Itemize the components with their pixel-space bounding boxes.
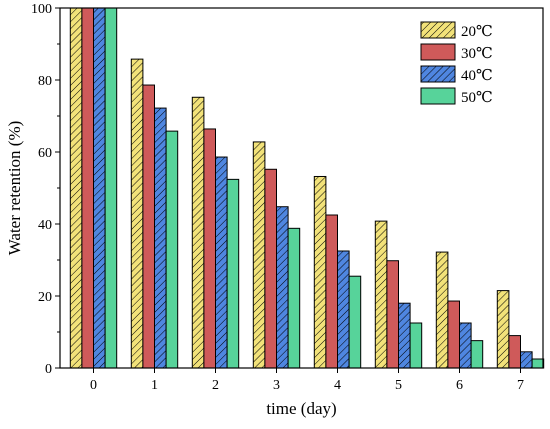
bar-day6-series2 [447,300,460,369]
bar-day1-series4 [165,130,179,369]
bar-day3-series4 [287,227,301,369]
bars-layer [69,7,545,369]
bar-day3-series1 [252,141,266,369]
bar-day5-series3 [398,302,411,369]
x-tick-label: 6 [456,378,463,393]
bar-day6-series3 [459,322,472,369]
bar-day4-series2 [325,214,338,369]
bar-day2-series1 [191,96,205,369]
bar-day2-series3 [215,156,228,369]
y-axis-label: Water retention (%) [5,121,24,256]
y-tick-label: 20 [38,290,52,305]
bar-day5-series4 [409,322,423,369]
x-tick-label: 3 [273,378,280,393]
legend-swatch [420,87,456,105]
bar-day1-series1 [130,58,144,369]
bar-day3-series2 [264,168,277,369]
bar-day0-series1 [69,7,83,369]
bar-day7-series3 [520,351,533,369]
ticks-layer: 0 20 40 60 80 100 0 1 2 3 4 5 6 7 [31,2,524,393]
x-tick-label: 2 [212,378,219,393]
bar-day6-series4 [470,340,484,369]
bar-day4-series3 [337,250,350,369]
x-tick-label: 5 [395,378,402,393]
bar-day0-series3 [93,7,106,369]
legend-swatch [420,65,456,83]
legend-swatch [420,43,456,61]
x-axis-label: time (day) [266,399,336,418]
bar-day4-series4 [348,275,362,369]
bar-day7-series1 [496,290,510,369]
bar-day2-series4 [226,178,240,369]
x-tick-label: 4 [334,378,341,393]
bar-day7-series2 [508,335,521,369]
bar-day5-series1 [374,220,388,369]
legend-swatch [420,21,456,39]
y-tick-label: 0 [45,362,52,377]
bar-day0-series2 [81,7,95,369]
x-tick-label: 0 [90,378,97,393]
bar-day7-series4 [531,358,545,369]
y-tick-label: 40 [38,218,52,233]
legend-label: 40℃ [461,68,493,84]
bar-day0-series4 [104,7,118,369]
bar-day6-series1 [435,251,449,369]
x-tick-label: 1 [151,378,158,393]
y-tick-label: 100 [31,2,52,17]
bar-day1-series2 [142,84,155,369]
bar-day2-series2 [203,128,216,369]
legend-label: 50℃ [461,90,493,106]
legend: 20℃ 30℃ 40℃ 50℃ [420,21,493,106]
y-tick-label: 80 [38,74,52,89]
bar-day1-series3 [154,107,167,369]
bar-day3-series3 [276,206,289,369]
legend-label: 20℃ [461,24,493,40]
bar-day4-series1 [313,175,327,369]
y-tick-label: 60 [38,146,52,161]
legend-label: 30℃ [461,46,493,62]
bar-day5-series2 [386,260,399,369]
x-tick-label: 7 [517,378,524,393]
